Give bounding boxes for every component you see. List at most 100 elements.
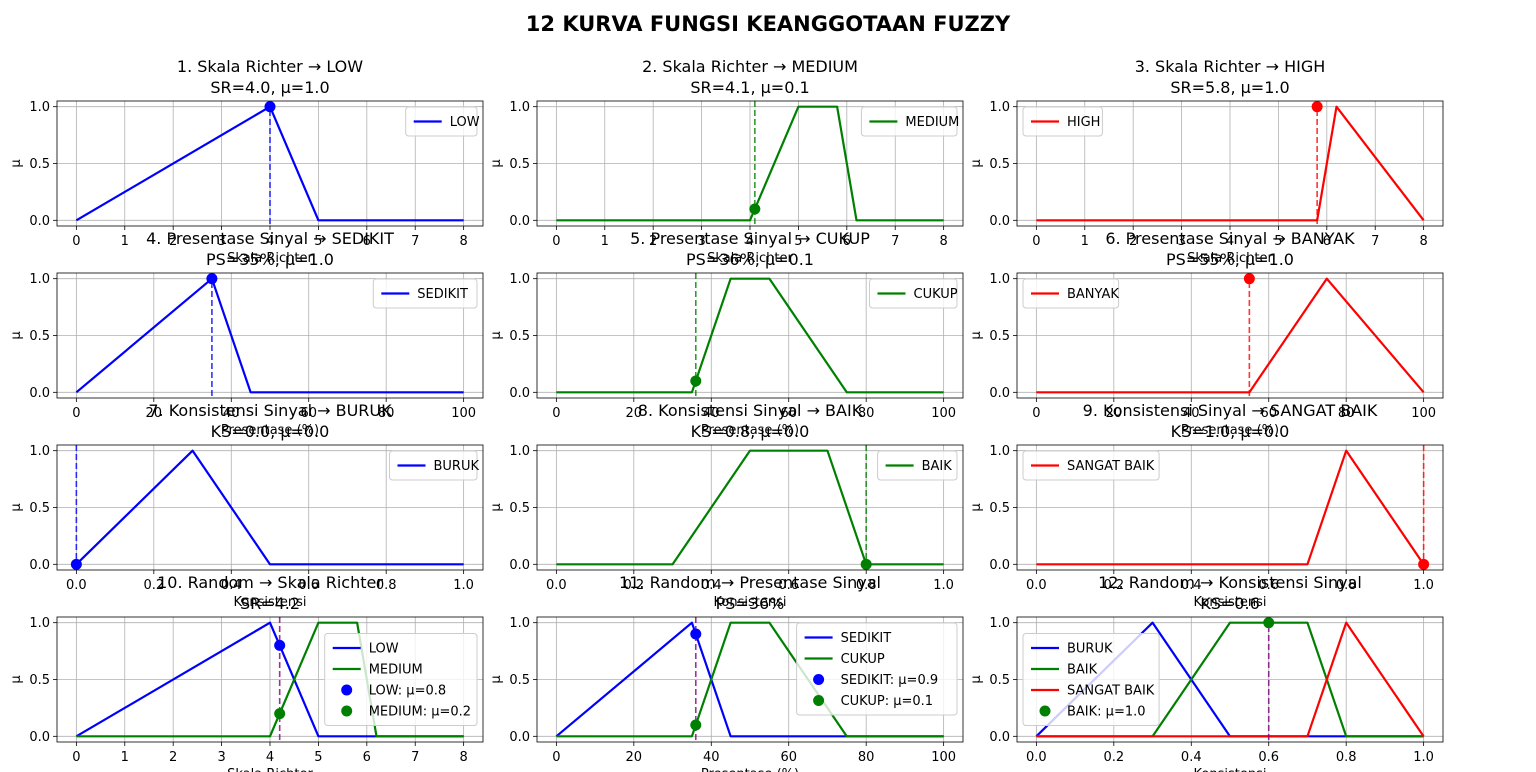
legend-label: SANGAT BAIK [1067,684,1155,699]
subplot-4: 4. Presentase Sinyal → SEDIKIT PS=35%, μ=… [9,229,484,438]
y-tick-label: 0.5 [509,157,530,172]
x-axis-label: Skala Richter [707,251,793,266]
legend-dot-swatch [1039,705,1051,717]
y-tick-label: 0.5 [989,673,1010,688]
x-tick-label: 0.2 [1103,750,1124,765]
membership-point-0 [274,639,286,651]
x-tick-label: 1.0 [1413,750,1434,765]
x-tick-label: 4 [266,750,274,765]
x-tick-label: 80 [1338,406,1355,421]
legend: LOW MEDIUM LOW: μ=0.8 MEDIUM: μ=0.2 [324,633,478,726]
subplot-subtitle: KS=0.8, μ=0.0 [691,422,810,441]
subplot-subtitle: PS=36%, μ=0.1 [686,250,814,269]
x-tick-label: 7 [411,234,419,249]
legend-label: BANYAK [1067,287,1119,302]
legend-box [796,622,958,716]
subplot-2: 2. Skala Richter → MEDIUM SR=4.1, μ=0.1 Sk… [489,57,964,266]
y-axis-label: μ [9,159,24,167]
x-tick-label: 0.4 [221,578,242,593]
subplot-grid: 1. Skala Richter → LOW SR=4.0, μ=1.0 Skala… [9,57,1444,772]
figure-suptitle: 12 KURVA FUNGSI KEANGGOTAAN FUZZY [526,12,1011,36]
x-tick-label: 1.0 [1413,578,1434,593]
y-tick-label: 0.5 [29,329,50,344]
x-tick-label: 2 [169,234,177,249]
membership-point-1 [690,719,702,731]
x-tick-label: 7 [891,234,899,249]
membership-point-1 [274,708,286,720]
x-tick-label: 0.2 [143,578,164,593]
membership-point-0 [70,558,82,570]
series-line-low [75,105,464,222]
x-axis-label: Skala Richter [227,251,313,266]
x-tick-label: 3 [1177,234,1185,249]
x-tick-label: 0.0 [1026,578,1047,593]
subplot-subtitle: PS=55%, μ=1.0 [1166,250,1294,269]
legend-dot-swatch [341,684,353,696]
x-tick-label: 0.0 [66,578,87,593]
series-line-buruk [75,449,464,566]
legend-label: SANGAT BAIK [1067,459,1155,474]
y-tick-label: 1.0 [29,444,50,459]
x-tick-label: 80 [858,406,875,421]
x-tick-label: 0 [552,750,560,765]
legend-dot-swatch [813,674,825,685]
x-tick-label: 8 [459,750,467,765]
subplot-title: 10. Random → Skala Richter [157,573,383,592]
membership-point-0 [1263,617,1275,629]
series-line-banyak [1036,277,1425,394]
x-tick-label: 4 [746,234,754,249]
x-tick-label: 8 [939,234,947,249]
x-axis-label: Presentase (%) [701,423,799,438]
x-axis-label: Presentase (%) [1181,423,1279,438]
x-tick-label: 1 [121,234,129,249]
y-tick-label: 0.5 [29,673,50,688]
series-line-cukup [556,277,944,394]
legend-box [324,633,478,726]
x-tick-label: 7 [411,750,419,765]
x-tick-label: 100 [931,750,956,765]
y-tick-label: 0.5 [989,329,1010,344]
x-tick-label: 6 [363,750,371,765]
legend-box [860,106,958,137]
y-tick-label: 0.5 [989,501,1010,516]
legend-label: MEDIUM [369,663,423,678]
subplot-9: 9. Konsistensi Sinyal → SANGAT BAIK KS=1.… [969,401,1444,610]
legend: LOW [405,106,480,137]
x-tick-label: 20 [146,406,163,421]
legend-label: BURUK [1067,642,1113,657]
subplot-12: 12. Random → Konsistensi SinyalKS=0.6Kon… [969,573,1444,772]
x-tick-label: 0.2 [623,578,644,593]
membership-point-0 [690,375,702,387]
x-tick-label: 0.6 [778,578,799,593]
x-tick-label: 0 [72,406,80,421]
subplot-subtitle: PS=35%, μ=1.0 [206,250,334,269]
x-tick-label: 20 [1106,406,1123,421]
legend-label: SEDIKIT: μ=0.9 [841,673,939,688]
x-tick-label: 4 [1226,234,1234,249]
x-tick-label: 60 [300,406,317,421]
y-tick-label: 0.0 [989,214,1010,229]
y-tick-label: 1.0 [509,100,530,115]
legend-box [1022,450,1160,481]
series-line-sangat-baik [1036,449,1425,566]
subplot-7: 7. Konsistensi Sinyal → BURUK KS=0.0, μ=0… [9,401,484,610]
series-line-sangat-baik [1036,621,1425,738]
legend-label: LOW: μ=0.8 [369,684,446,699]
y-tick-label: 1.0 [509,616,530,631]
membership-point-0 [1243,273,1255,285]
y-tick-label: 0.5 [509,673,530,688]
subplot-11: 11. Random → Presentase Sinyal PS=36% Pres… [489,573,964,772]
legend-label: MEDIUM [905,115,959,130]
subplot-subtitle: SR=4.0, μ=1.0 [210,78,329,97]
membership-point-0 [860,558,872,570]
subplot-subtitle: KS=1.0, μ=0.0 [1171,422,1290,441]
legend: MEDIUM [860,106,959,137]
x-tick-label: 0.2 [1103,578,1124,593]
subplot-5: 5. Presentase Sinyal → CUKUP PS=36%, μ=0.… [489,229,964,438]
subplot-10: 10. Random → Skala Richter SR=4.2 Skala Ri… [9,573,484,772]
legend-box [1022,106,1103,137]
legend-box [1022,633,1160,726]
y-tick-label: 0.0 [29,558,50,573]
y-axis-label: μ [969,331,984,339]
